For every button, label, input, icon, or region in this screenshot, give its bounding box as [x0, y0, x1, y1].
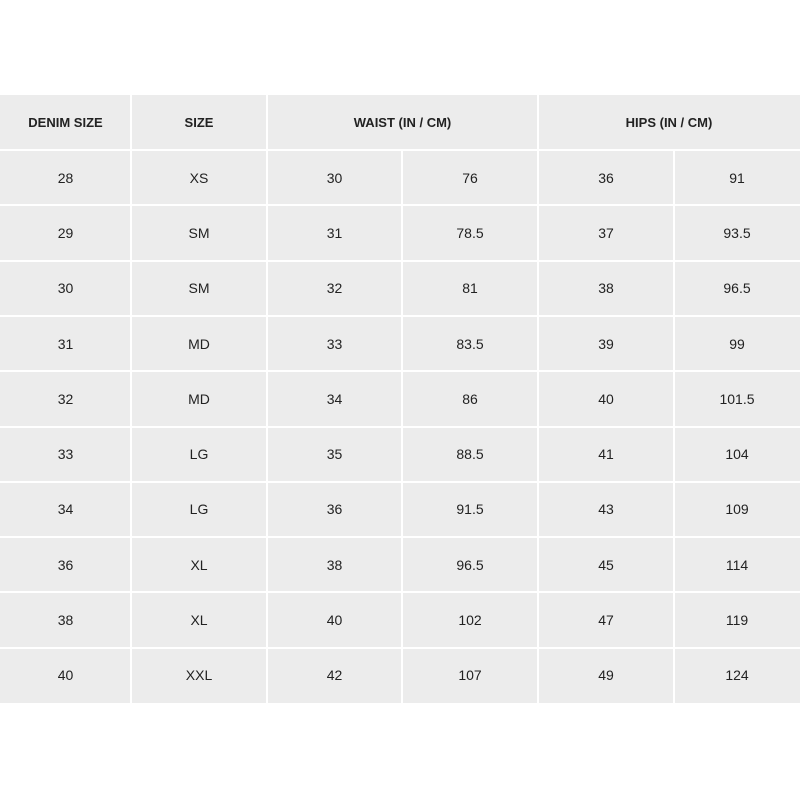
table-cell: 107 [458, 667, 482, 684]
table-cell: 99 [729, 335, 745, 352]
row-divider [0, 149, 800, 151]
table-cell: 33 [57, 446, 74, 463]
header-cell: WAIST (IN / CM) [353, 115, 452, 130]
table-cell: 114 [725, 556, 749, 573]
row-divider [0, 646, 800, 649]
table-cell: 38 [598, 280, 614, 297]
table-cell: 36 [57, 556, 74, 573]
table-cell: 124 [725, 667, 749, 684]
table-cell: 40 [598, 390, 614, 407]
table-cell: 31 [57, 335, 74, 352]
table-cell: 30 [57, 280, 74, 297]
table-cell: 81 [462, 280, 478, 297]
table-cell: 33 [326, 335, 343, 352]
table-cell: XL [190, 612, 208, 629]
row-divider [0, 370, 800, 373]
table-cell: 45 [598, 556, 614, 573]
table-cell: 104 [725, 446, 749, 463]
table-cell: 101.5 [719, 390, 755, 407]
table-cell: 39 [598, 335, 614, 352]
header-cell: SIZE [184, 115, 214, 130]
table-cell: 86 [462, 390, 478, 407]
table-cell: 47 [598, 612, 614, 629]
table-cell: 38 [57, 612, 74, 629]
header-cell: DENIM SIZE [28, 115, 103, 130]
table-cell: 96.5 [456, 556, 484, 573]
table-cell: LG [189, 446, 209, 463]
table-cell: 29 [57, 224, 74, 241]
table-cell: 32 [57, 390, 74, 407]
row-divider [0, 314, 800, 317]
header-cell: HIPS (IN / CM) [625, 115, 713, 130]
table-cell: 38 [326, 556, 343, 573]
table-cell: 49 [598, 667, 614, 684]
table-cell: 109 [725, 501, 749, 518]
table-cell: 119 [725, 612, 749, 629]
table-cell: 35 [326, 446, 343, 463]
table-cell: MD [188, 335, 210, 352]
table-cell: 30 [326, 169, 343, 186]
table-cell: 36 [598, 169, 614, 186]
table-cell: 31 [326, 224, 343, 241]
table-cell: SM [188, 224, 210, 241]
table-cell: 83.5 [456, 335, 484, 352]
table-cell: XL [190, 556, 208, 573]
table-cell: XXL [185, 667, 213, 684]
table-cell: 34 [57, 501, 74, 518]
table-cell: 76 [462, 169, 478, 186]
table-cell: 34 [326, 390, 343, 407]
table-cell: 88.5 [456, 446, 484, 463]
table-cell: 78.5 [456, 224, 484, 241]
size-table: DENIM SIZE SIZE WAIST (IN / CM) HIPS (IN / … [0, 95, 800, 703]
table-cell: 36 [326, 501, 343, 518]
row-divider [0, 536, 800, 539]
table-cell: 43 [598, 501, 614, 518]
table-cell: MD [188, 390, 210, 407]
table-cell: 42 [326, 667, 343, 684]
table-cell: 102 [458, 612, 482, 629]
row-divider [0, 425, 800, 428]
table-cell: 91.5 [456, 501, 484, 518]
column-divider [266, 95, 268, 703]
table-cell: 96.5 [723, 280, 751, 297]
table-cell: 40 [326, 612, 343, 629]
table-cell: 91 [729, 169, 745, 186]
table-cell: LG [189, 501, 209, 518]
table-cell: SM [188, 280, 210, 297]
row-divider [0, 259, 800, 262]
table-cell: 32 [326, 280, 343, 297]
row-divider [0, 591, 800, 594]
table-cell: 93.5 [723, 224, 751, 241]
column-divider [130, 95, 132, 703]
column-divider [537, 95, 539, 703]
table-cell: 41 [598, 446, 614, 463]
row-divider [0, 204, 800, 207]
table-cell: 40 [57, 667, 74, 684]
row-divider [0, 480, 800, 483]
table-cell: 37 [598, 224, 614, 241]
table-cell: 28 [57, 169, 74, 186]
table-cell: XS [189, 169, 209, 186]
